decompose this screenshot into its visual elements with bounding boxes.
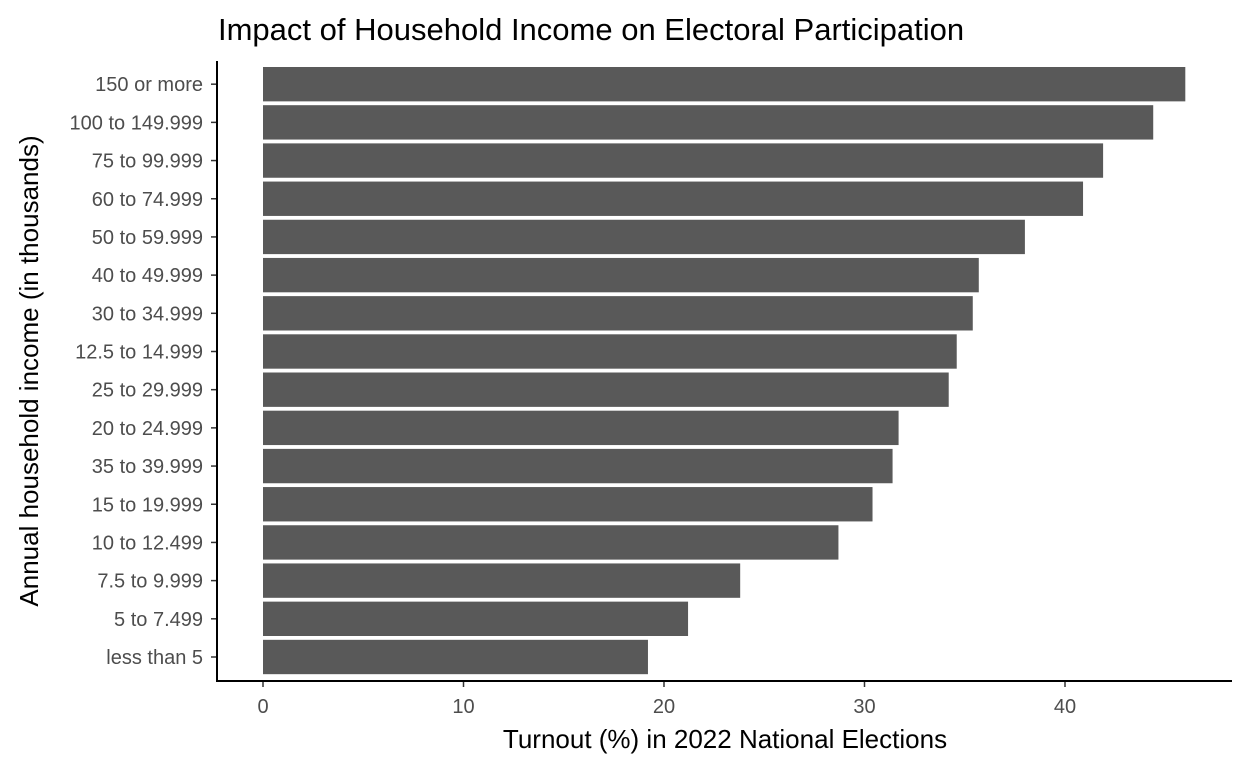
bar-8 [263, 372, 949, 407]
y-tick-label-8: 25 to 29.999 [92, 380, 203, 402]
x-axis-title: Turnout (%) in 2022 National Elections [503, 724, 947, 754]
chart-title: Impact of Household Income on Electoral … [218, 12, 964, 47]
y-tick-label-13: 7.5 to 9.999 [97, 571, 203, 593]
bar-12 [263, 525, 839, 560]
bar-7 [263, 334, 957, 369]
y-tick-label-14: 5 to 7.499 [114, 609, 203, 631]
bar-13 [263, 563, 741, 598]
x-tick-label-2: 20 [653, 696, 675, 718]
bar-14 [263, 601, 689, 636]
y-tick-label-2: 75 to 99.999 [92, 151, 203, 173]
y-axis-ticks: 150 or more 100 to 149.999 75 to 99.999 60 … [70, 74, 217, 669]
y-tick-label-6: 30 to 34.999 [92, 303, 203, 325]
x-tick-label-3: 30 [853, 696, 875, 718]
bar-9 [263, 410, 899, 446]
y-tick-label-11: 15 to 19.999 [92, 494, 203, 516]
bar-0 [263, 67, 1186, 102]
y-tick-label-5: 40 to 49.999 [92, 265, 203, 287]
bar-3 [263, 181, 1084, 216]
bar-5 [263, 257, 979, 293]
x-tick-label-1: 10 [452, 696, 474, 718]
y-tick-label-1: 100 to 149.999 [70, 112, 203, 134]
y-tick-label-0: 150 or more [95, 74, 203, 96]
y-tick-label-3: 60 to 74.999 [92, 189, 203, 211]
x-tick-label-0: 0 [257, 696, 268, 718]
y-axis-title: Annual household income (in thousands) [14, 135, 44, 606]
bar-4 [263, 219, 1025, 255]
x-tick-label-4: 40 [1054, 696, 1076, 718]
bars-group [263, 67, 1186, 675]
y-tick-label-10: 35 to 39.999 [92, 456, 203, 478]
y-tick-label-15: less than 5 [106, 647, 203, 669]
bar-2 [263, 143, 1104, 178]
y-tick-label-9: 20 to 24.999 [92, 418, 203, 440]
bar-15 [263, 639, 648, 675]
bar-6 [263, 296, 973, 331]
y-tick-label-12: 10 to 12.499 [92, 532, 203, 554]
x-axis-ticks: 0 10 20 30 40 [257, 681, 1076, 718]
y-tick-label-7: 12.5 to 14.999 [75, 342, 203, 364]
bar-11 [263, 487, 873, 522]
bar-10 [263, 448, 893, 484]
y-tick-label-4: 50 to 59.999 [92, 227, 203, 249]
bar-1 [263, 105, 1154, 140]
